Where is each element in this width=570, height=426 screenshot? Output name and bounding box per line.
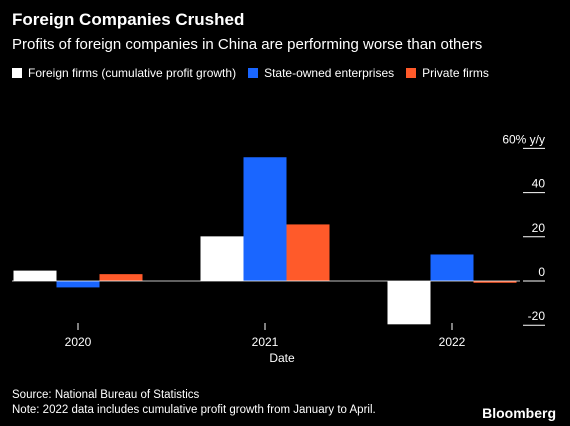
- bar-state-2022: [430, 254, 474, 281]
- bar-private-2021: [286, 224, 330, 281]
- x-tick-label-2020: 2020: [65, 335, 92, 349]
- y-tick-label-2: 20: [532, 221, 546, 235]
- legend-swatch-state: [248, 68, 259, 78]
- y-tick-label-0: 60% y/y: [502, 132, 545, 146]
- legend-item-private: Private firms: [406, 66, 489, 80]
- legend: Foreign firms (cumulative profit growth)…: [12, 66, 501, 80]
- bar-private-2020: [99, 274, 143, 281]
- bar-state-2020: [56, 281, 100, 288]
- legend-label-foreign: Foreign firms (cumulative profit growth): [28, 66, 237, 80]
- y-tick-label-3: 0: [538, 265, 545, 279]
- bar-foreign-2021: [200, 236, 244, 281]
- y-tick-label-4: -20: [528, 309, 546, 323]
- legend-label-private: Private firms: [422, 66, 489, 80]
- x-tick-label-2022: 2022: [439, 335, 466, 349]
- bloomberg-logo: Bloomberg: [482, 405, 556, 421]
- legend-label-state: State-owned enterprises: [264, 66, 395, 80]
- y-tick-label-1: 40: [532, 177, 546, 191]
- legend-item-foreign: Foreign firms (cumulative profit growth): [12, 66, 236, 80]
- footnote: Note: 2022 data includes cumulative prof…: [12, 404, 376, 416]
- bar-private-2022: [473, 281, 517, 283]
- source-note: Source: National Bureau of Statistics: [12, 389, 200, 401]
- chart-title: Foreign Companies Crushed: [12, 10, 245, 29]
- bar-state-2021: [243, 157, 287, 281]
- x-tick-label-2021: 2021: [252, 335, 279, 349]
- chart-subtitle: Profits of foreign companies in China ar…: [12, 36, 483, 53]
- x-axis-title: Date: [269, 351, 295, 365]
- legend-swatch-private: [406, 68, 417, 78]
- bar-foreign-2022: [387, 281, 431, 325]
- bar-foreign-2020: [13, 270, 57, 281]
- legend-item-state: State-owned enterprises: [248, 66, 394, 80]
- legend-swatch-foreign: [12, 68, 22, 78]
